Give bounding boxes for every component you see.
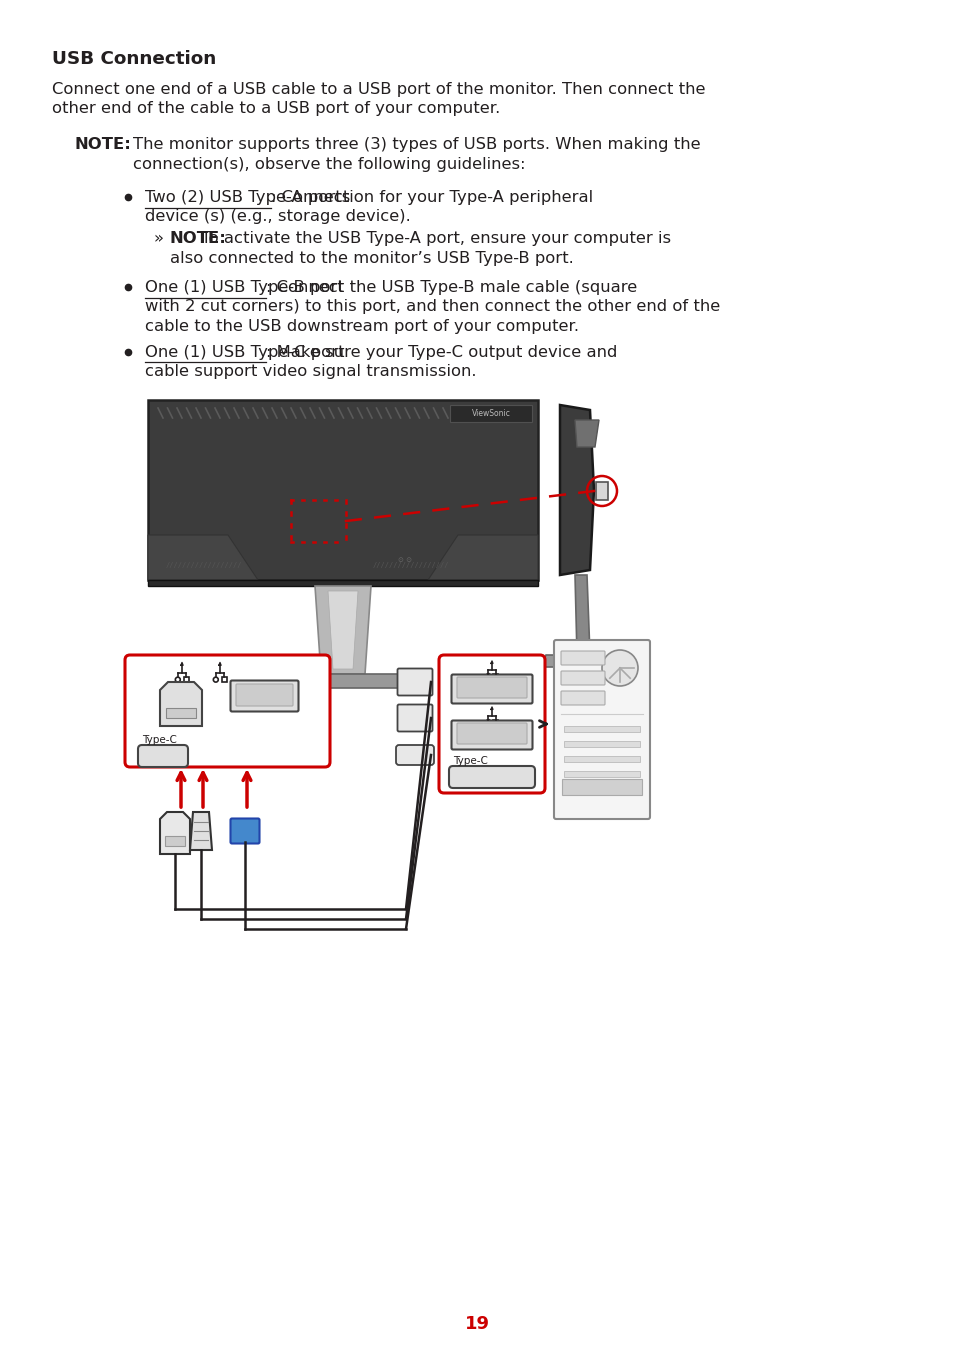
FancyBboxPatch shape (451, 721, 532, 749)
Text: : Connection for your Type-A peripheral: : Connection for your Type-A peripheral (272, 190, 593, 205)
Text: also connected to the monitor’s USB Type-B port.: also connected to the monitor’s USB Type… (170, 251, 573, 266)
Bar (165, 836, 185, 846)
FancyBboxPatch shape (438, 655, 544, 792)
FancyBboxPatch shape (395, 745, 434, 765)
FancyBboxPatch shape (138, 745, 188, 767)
FancyBboxPatch shape (235, 684, 293, 706)
Text: NOTE:: NOTE: (75, 136, 132, 153)
Text: USB Connection: USB Connection (52, 50, 216, 68)
FancyBboxPatch shape (125, 655, 330, 767)
Text: : Make sure your Type-C output device and: : Make sure your Type-C output device an… (266, 344, 617, 359)
FancyBboxPatch shape (397, 705, 432, 732)
FancyBboxPatch shape (231, 818, 259, 844)
Polygon shape (540, 655, 620, 667)
Bar (166, 707, 195, 718)
FancyBboxPatch shape (397, 668, 432, 695)
Text: One (1) USB Type-C port: One (1) USB Type-C port (145, 344, 344, 359)
Polygon shape (559, 405, 594, 575)
FancyBboxPatch shape (560, 691, 604, 705)
Polygon shape (160, 811, 190, 855)
Text: with 2 cut corners) to this port, and then connect the other end of the: with 2 cut corners) to this port, and th… (145, 300, 720, 315)
Text: other end of the cable to a USB port of your computer.: other end of the cable to a USB port of … (52, 101, 499, 116)
Text: One (1) USB Type-B port: One (1) USB Type-B port (145, 279, 343, 296)
Text: ViewSonic: ViewSonic (471, 409, 510, 417)
Text: //////////////////: ////////////////// (166, 562, 242, 568)
Bar (563, 756, 639, 761)
Bar (221, 678, 227, 682)
Polygon shape (148, 400, 537, 580)
Text: connection(s), observe the following guidelines:: connection(s), observe the following gui… (132, 157, 525, 171)
Text: : Connect the USB Type-B male cable (square: : Connect the USB Type-B male cable (squ… (266, 279, 637, 296)
Text: The monitor supports three (3) types of USB ports. When making the: The monitor supports three (3) types of … (132, 136, 700, 153)
Bar (563, 726, 639, 732)
Text: device (s) (e.g., storage device).: device (s) (e.g., storage device). (145, 209, 411, 224)
Polygon shape (575, 420, 598, 447)
Polygon shape (328, 591, 357, 670)
Bar (563, 786, 639, 792)
Polygon shape (160, 682, 202, 726)
Text: To activate the USB Type-A port, ensure your computer is: To activate the USB Type-A port, ensure … (196, 231, 671, 246)
Polygon shape (148, 535, 257, 580)
FancyBboxPatch shape (451, 675, 532, 703)
Text: Connect one end of a USB cable to a USB port of the monitor. Then connect the: Connect one end of a USB cable to a USB … (52, 82, 705, 97)
Bar (493, 674, 497, 678)
Text: cable support video signal transmission.: cable support video signal transmission. (145, 364, 476, 379)
Polygon shape (575, 575, 589, 655)
Text: cable to the USB downstream port of your computer.: cable to the USB downstream port of your… (145, 319, 578, 333)
FancyBboxPatch shape (554, 640, 649, 819)
Text: Two (2) USB Type-A ports: Two (2) USB Type-A ports (145, 190, 350, 205)
FancyBboxPatch shape (456, 676, 526, 698)
Bar (563, 771, 639, 778)
FancyBboxPatch shape (560, 671, 604, 684)
Circle shape (601, 649, 638, 686)
Text: NOTE:: NOTE: (170, 231, 227, 246)
Text: 19: 19 (464, 1315, 489, 1332)
Text: Type-C: Type-C (453, 756, 487, 765)
Polygon shape (428, 535, 537, 580)
FancyBboxPatch shape (560, 651, 604, 666)
Text: »: » (153, 231, 164, 246)
Polygon shape (190, 811, 212, 850)
Text: //////////////////: ////////////////// (373, 562, 449, 568)
Bar (450, 405, 532, 423)
FancyBboxPatch shape (231, 680, 298, 711)
Polygon shape (314, 586, 371, 674)
Bar (561, 779, 641, 795)
FancyBboxPatch shape (449, 765, 535, 788)
Text: ⊙ ⊙: ⊙ ⊙ (397, 558, 412, 563)
Bar (596, 482, 607, 500)
Bar (563, 741, 639, 747)
FancyBboxPatch shape (456, 724, 526, 744)
Bar (493, 720, 497, 724)
Bar (148, 580, 537, 586)
Text: Type-C: Type-C (142, 734, 176, 745)
Polygon shape (263, 674, 422, 688)
Bar (184, 678, 189, 682)
